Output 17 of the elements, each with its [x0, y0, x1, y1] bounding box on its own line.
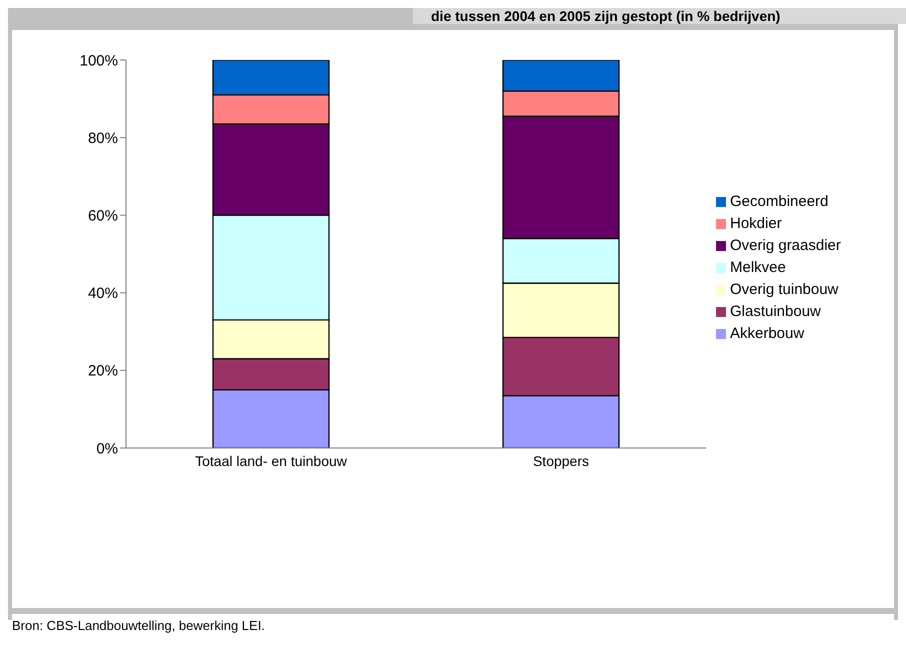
- legend-label: Overig graasdier: [730, 237, 841, 254]
- y-tick-label: 0%: [96, 440, 118, 458]
- legend-label: Hokdier: [730, 215, 782, 232]
- y-tick-label: 100%: [80, 52, 118, 70]
- y-tick-label: 60%: [88, 208, 118, 225]
- y-tick-label: 40%: [88, 285, 118, 302]
- y-tick-label: 20%: [88, 362, 118, 380]
- legend-label: Gecombineerd: [730, 193, 828, 210]
- x-tick-label: Totaal land- en tuinbouw: [195, 452, 348, 469]
- text: Bron: CBS-Landbouwtelling, bewerking LEI.: [11, 617, 266, 633]
- y-tick-label: 80%: [88, 130, 118, 147]
- chart-title: die tussen 2004 en 2005 zijn gestopt (in % bedrijven): [413, 8, 906, 24]
- legend-label: Glastuinbouw: [730, 303, 821, 320]
- x-tick-label: Stoppers: [532, 452, 590, 469]
- legend-label: Akkerbouw: [730, 325, 804, 342]
- legend-label: Melkvee: [730, 259, 786, 276]
- legend-label: Overig tuinbouw: [730, 281, 838, 298]
